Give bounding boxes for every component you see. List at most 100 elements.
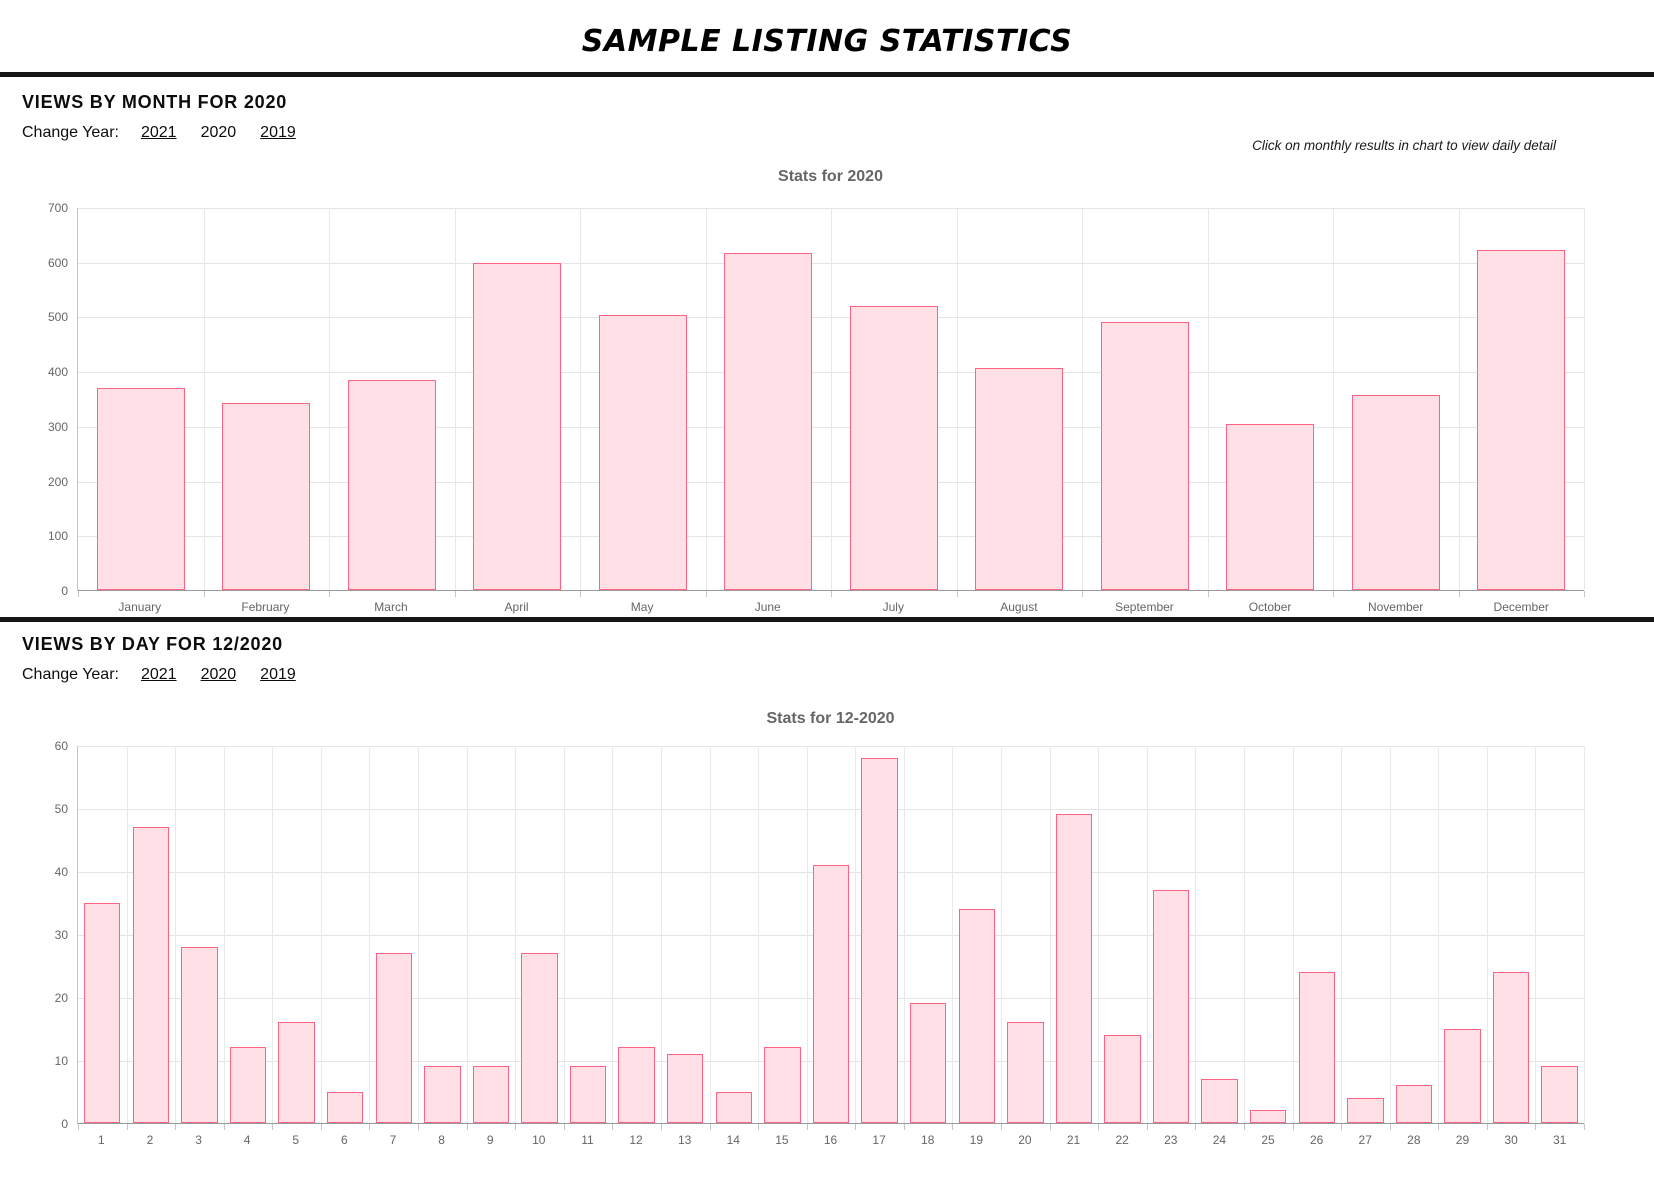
bar-June[interactable]	[724, 252, 813, 590]
bar-3[interactable]	[181, 946, 218, 1123]
x-tick-mark	[1146, 1124, 1148, 1130]
bar-December[interactable]	[1477, 249, 1566, 590]
bar-29[interactable]	[1444, 1028, 1481, 1123]
bar-11[interactable]	[569, 1066, 607, 1123]
bar-5[interactable]	[278, 1022, 315, 1123]
x-tick-label: June	[754, 600, 781, 614]
y-tick-label: 40	[54, 865, 68, 879]
x-tick-mark	[1292, 1124, 1294, 1130]
year-link-2019[interactable]: 2019	[260, 666, 296, 683]
bar-13[interactable]	[667, 1053, 704, 1123]
monthly-chart-plot: 0 100 200 300 400 500 600 700	[48, 201, 1585, 598]
bar-April[interactable]	[473, 263, 562, 590]
v-gridline	[1292, 746, 1294, 1123]
bar-January[interactable]	[96, 387, 185, 590]
v-gridline	[1486, 746, 1488, 1123]
bar-12[interactable]	[618, 1047, 655, 1123]
x-tick-label: 20	[1018, 1133, 1032, 1147]
x-tick-label: 9	[486, 1133, 494, 1147]
bar-16[interactable]	[812, 864, 850, 1123]
bar-22[interactable]	[1104, 1034, 1141, 1123]
bar-31[interactable]	[1541, 1066, 1578, 1123]
x-tick-mark	[1207, 591, 1209, 597]
x-tick-label: July	[882, 600, 904, 614]
bar-6[interactable]	[326, 1091, 364, 1123]
v-gridline	[612, 746, 614, 1123]
x-tick-label: 2	[146, 1133, 154, 1147]
bar-1[interactable]	[84, 902, 121, 1123]
bar-October[interactable]	[1226, 424, 1315, 590]
bar-30[interactable]	[1492, 971, 1530, 1123]
y-tick-label: 500	[47, 310, 68, 325]
x-tick-mark	[369, 1124, 371, 1130]
year-link-2021[interactable]: 2021	[140, 124, 177, 141]
bar-February[interactable]	[222, 402, 311, 590]
bar-24[interactable]	[1201, 1078, 1238, 1123]
monthly-chart-xlabels: January February March April May June July Augu…	[77, 591, 1584, 617]
bar-17[interactable]	[861, 757, 898, 1123]
x-tick-mark	[806, 1124, 808, 1130]
year-link-2019[interactable]: 2019	[260, 124, 296, 141]
bar-2[interactable]	[132, 826, 170, 1123]
bar-7[interactable]	[375, 952, 412, 1123]
year-links-daily: 2021 2020 2019	[141, 666, 320, 684]
change-year-label: Change Year:	[22, 666, 119, 683]
bar-27[interactable]	[1347, 1097, 1384, 1123]
v-gridline	[563, 746, 565, 1123]
v-gridline	[1458, 208, 1460, 590]
bar-14[interactable]	[715, 1091, 753, 1123]
bar-May[interactable]	[598, 314, 687, 590]
bar-26[interactable]	[1298, 971, 1335, 1123]
year-links-monthly: 2021 2020 2019	[141, 124, 320, 142]
v-gridline	[1082, 208, 1083, 590]
x-tick-label: 24	[1212, 1133, 1227, 1147]
x-tick-label: November	[1367, 600, 1424, 614]
x-tick-label: February	[241, 600, 290, 614]
change-year-row-daily: Change Year: 2021 2020 2019	[22, 666, 1632, 684]
v-gridline	[1146, 746, 1148, 1123]
x-tick-mark	[758, 1124, 760, 1130]
bar-20[interactable]	[1007, 1022, 1044, 1123]
bar-19[interactable]	[958, 908, 995, 1123]
bar-March[interactable]	[347, 380, 436, 590]
bar-4[interactable]	[229, 1047, 267, 1123]
y-tick-label: 50	[54, 802, 68, 816]
bar-23[interactable]	[1152, 889, 1190, 1123]
x-tick-label: October	[1248, 600, 1292, 614]
bar-July[interactable]	[849, 306, 938, 590]
bar-August[interactable]	[975, 367, 1064, 590]
x-tick-label: March	[374, 600, 408, 614]
v-gridline	[1535, 746, 1537, 1123]
bar-21[interactable]	[1055, 814, 1093, 1123]
x-tick-mark	[1584, 591, 1585, 597]
year-link-2020[interactable]: 2020	[200, 666, 237, 683]
bar-15[interactable]	[764, 1047, 801, 1123]
x-tick-mark	[78, 1124, 79, 1130]
v-gridline	[126, 746, 128, 1123]
bar-9[interactable]	[472, 1066, 510, 1123]
monthly-chart-title: Stats for 2020	[778, 168, 883, 185]
bar-25[interactable]	[1250, 1110, 1287, 1123]
x-tick-label: 22	[1115, 1133, 1129, 1147]
v-gridline	[1341, 746, 1343, 1123]
year-link-2020[interactable]: 2020	[200, 124, 237, 141]
x-tick-label: 29	[1455, 1133, 1470, 1147]
bar-November[interactable]	[1351, 394, 1440, 590]
bar-10[interactable]	[521, 952, 558, 1123]
monthly-chart: Stats for 2020 0 100 200 300 400 500 600 700 Ja…	[22, 168, 1632, 617]
x-tick-mark	[418, 1124, 420, 1130]
x-tick-label: September	[1115, 600, 1174, 614]
x-tick-label: 7	[389, 1133, 397, 1147]
bar-8[interactable]	[424, 1066, 461, 1123]
y-tick-label: 0	[61, 584, 68, 598]
bar-28[interactable]	[1395, 1085, 1433, 1123]
year-link-2021[interactable]: 2021	[140, 666, 177, 683]
bar-18[interactable]	[909, 1003, 947, 1123]
v-gridline	[1243, 746, 1245, 1123]
v-gridline	[806, 746, 808, 1123]
bar-September[interactable]	[1100, 321, 1189, 590]
x-tick-label: 6	[341, 1133, 348, 1147]
x-tick-label: August	[1000, 600, 1038, 614]
x-tick-label: 27	[1358, 1133, 1372, 1147]
v-gridline	[660, 746, 662, 1123]
